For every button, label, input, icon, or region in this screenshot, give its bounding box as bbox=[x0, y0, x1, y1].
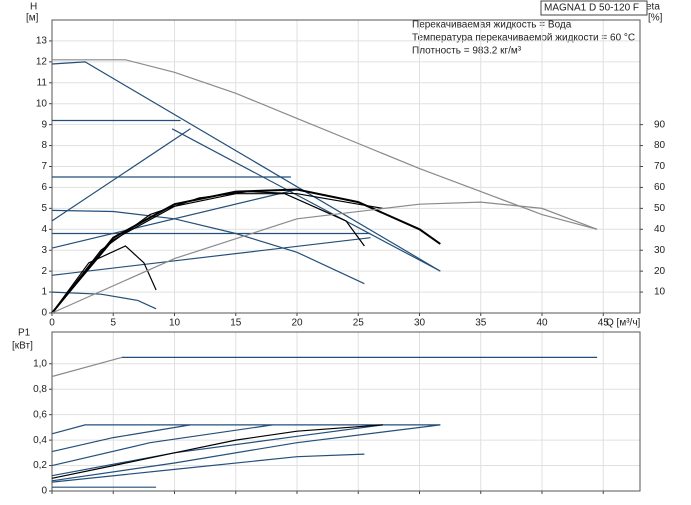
curve bbox=[51, 424, 441, 482]
y2-tick-label: 60 bbox=[654, 182, 666, 193]
curve bbox=[51, 424, 383, 477]
curve bbox=[51, 453, 365, 483]
y-tick-label: 0 bbox=[41, 308, 47, 319]
y2-tick-label: 90 bbox=[654, 119, 666, 130]
curve bbox=[171, 128, 441, 272]
y-tick-label: 13 bbox=[36, 36, 48, 47]
x-tick-label: 35 bbox=[475, 318, 487, 329]
model-box bbox=[540, 0, 648, 16]
y-tick-label: 3 bbox=[41, 245, 47, 256]
curve bbox=[51, 188, 441, 314]
x-tick-label: 30 bbox=[414, 318, 426, 329]
y-tick-label: 10 bbox=[36, 98, 48, 109]
x-tick-label: 45 bbox=[598, 318, 610, 329]
y-tick-label: 0 bbox=[41, 486, 47, 497]
model: MAGNA1 D 50-120 F bbox=[544, 3, 639, 14]
y2-tick-label: 70 bbox=[654, 161, 666, 172]
curve bbox=[52, 59, 598, 230]
y2-tick-label: 30 bbox=[654, 245, 666, 256]
y-tick-label: 7 bbox=[41, 161, 47, 172]
x-tick-label: 10 bbox=[169, 318, 181, 329]
x-label: Q [м³/ч] bbox=[606, 318, 641, 329]
y-unit: [м] bbox=[26, 13, 39, 24]
curve bbox=[51, 61, 441, 272]
y-tick-label: 0,6 bbox=[33, 409, 47, 420]
y-tick-label: 0,4 bbox=[33, 435, 47, 446]
curve bbox=[51, 356, 122, 378]
y-tick-label: 11 bbox=[37, 77, 48, 88]
y-tick-label: 12 bbox=[36, 56, 48, 67]
y-tick-label: 1,0 bbox=[33, 358, 47, 369]
y-label: H bbox=[30, 2, 37, 13]
y-tick-label: 0,2 bbox=[33, 460, 47, 471]
x-tick-label: 25 bbox=[353, 318, 365, 329]
curve bbox=[51, 201, 598, 314]
curve bbox=[51, 190, 383, 314]
curve bbox=[51, 237, 371, 276]
y-tick-label: 6 bbox=[41, 182, 47, 193]
curve bbox=[51, 209, 365, 285]
y-tick-label: 0,8 bbox=[33, 384, 47, 395]
annotation: Перекачиваемая жидкость = Вода bbox=[412, 20, 572, 31]
y2-unit: [%] bbox=[648, 13, 663, 24]
x-tick-label: 5 bbox=[110, 318, 116, 329]
y-label: P1 bbox=[18, 328, 31, 339]
annotation: Температура перекачиваемой жидкости = 60… bbox=[412, 33, 635, 44]
y-tick-label: 5 bbox=[41, 203, 47, 214]
x-tick-label: 15 bbox=[230, 318, 242, 329]
y2-tick-label: 40 bbox=[654, 224, 666, 235]
x-tick-label: 40 bbox=[536, 318, 548, 329]
curve bbox=[51, 424, 441, 435]
y2-label: eta bbox=[646, 2, 660, 13]
y-tick-label: 2 bbox=[41, 266, 47, 277]
y-tick-label: 1 bbox=[41, 287, 47, 298]
y-tick-label: 8 bbox=[41, 140, 47, 151]
y2-tick-label: 10 bbox=[654, 287, 666, 298]
y-unit: [кВт] bbox=[12, 341, 33, 352]
curve bbox=[51, 291, 157, 310]
y-tick-label: 9 bbox=[41, 119, 47, 130]
plot-frame bbox=[51, 331, 641, 492]
annotation: Плотность = 983.2 кг/м³ bbox=[412, 46, 522, 57]
y2-tick-label: 50 bbox=[654, 203, 666, 214]
y-tick-label: 4 bbox=[41, 224, 47, 235]
curve bbox=[51, 424, 273, 467]
curve bbox=[51, 424, 383, 479]
x-tick-label: 0 bbox=[49, 318, 55, 329]
curve bbox=[51, 245, 157, 314]
curve bbox=[51, 424, 191, 453]
x-tick-label: 20 bbox=[291, 318, 303, 329]
curve bbox=[51, 128, 191, 222]
plot-frame bbox=[51, 19, 641, 314]
y2-tick-label: 20 bbox=[654, 266, 666, 277]
y2-tick-label: 80 bbox=[654, 140, 666, 151]
